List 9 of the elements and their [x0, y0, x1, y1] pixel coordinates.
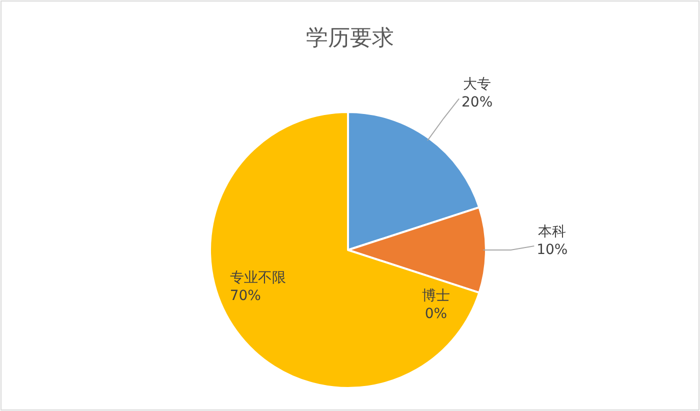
data-label: 10%: [536, 242, 568, 258]
category-label: 博士: [422, 288, 450, 304]
chart-title: 学历要求: [306, 26, 394, 51]
data-label: 20%: [462, 94, 493, 111]
text: 0%: [424, 306, 448, 322]
slice-label: 本科: [538, 224, 566, 240]
slice-label: 大专: [463, 76, 492, 93]
data-label: 70%: [230, 288, 261, 304]
slice-label: 专业不限: [230, 270, 286, 286]
